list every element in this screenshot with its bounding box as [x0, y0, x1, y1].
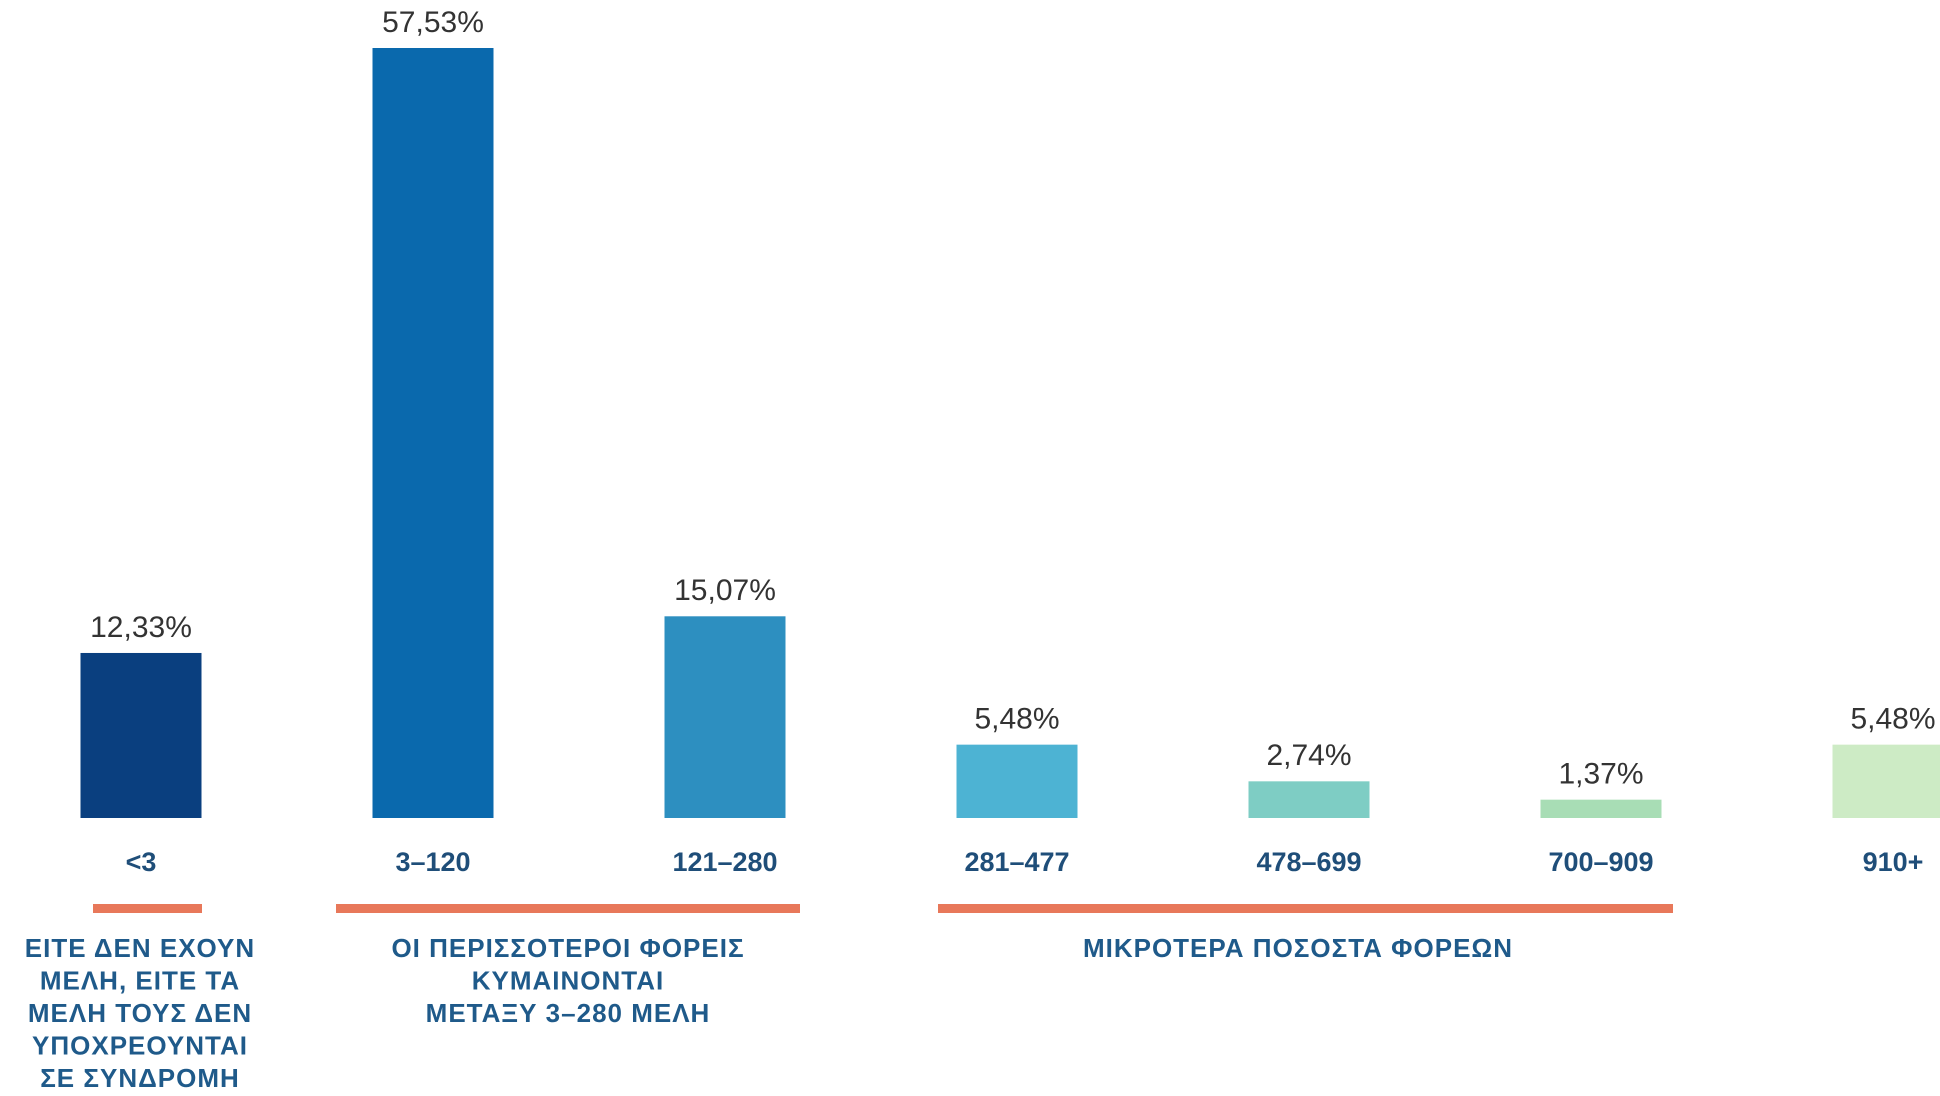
- group-annotation: ΜΙΚΡΟΤΕΡΑ ΠΟΣΟΣΤΑ ΦΟΡΕΩΝ: [1083, 933, 1513, 963]
- group-annotation: ΟΙ ΠΕΡΙΣΣΟΤΕΡΟΙ ΦΟΡΕΙΣ: [391, 933, 744, 963]
- bar: [664, 616, 786, 818]
- value-label: 57,53%: [382, 6, 484, 39]
- group-annotation: ΕΙΤΕ ΔΕΝ ΕΧΟΥΝ: [25, 933, 255, 963]
- value-label: 5,48%: [1850, 703, 1935, 736]
- category-label: 700–909: [1548, 847, 1653, 877]
- group-annotation: ΜΕΛΗ ΤΟΥΣ ΔΕΝ: [28, 998, 252, 1028]
- value-label: 12,33%: [90, 611, 192, 644]
- group-annotation: ΚΥΜΑΙΝΟΝΤΑΙ: [472, 965, 665, 995]
- group-underline: [336, 904, 800, 913]
- group-underline: [938, 904, 1673, 913]
- bar: [372, 48, 494, 818]
- group-annotation: ΜΕΛΗ, ΕΙΤΕ ΤΑ: [40, 965, 240, 995]
- group-underline: [93, 904, 202, 913]
- bar: [1248, 781, 1370, 818]
- value-label: 5,48%: [974, 703, 1059, 736]
- category-label: 121–280: [672, 847, 777, 877]
- category-label: 478–699: [1256, 847, 1361, 877]
- category-label: 910+: [1863, 847, 1924, 877]
- value-label: 2,74%: [1266, 739, 1351, 772]
- value-label: 1,37%: [1558, 758, 1643, 791]
- bar: [1540, 799, 1662, 818]
- group-annotation: ΥΠΟΧΡΕΟΥΝΤΑΙ: [32, 1030, 248, 1060]
- bar: [956, 744, 1078, 818]
- bar: [80, 652, 202, 818]
- category-label: 3–120: [395, 847, 470, 877]
- value-label: 15,07%: [674, 574, 776, 607]
- category-label: <3: [126, 847, 157, 877]
- group-annotation: ΜΕΤΑΞΥ 3–280 ΜΕΛΗ: [426, 998, 711, 1028]
- bar: [1832, 744, 1940, 818]
- category-label: 281–477: [964, 847, 1069, 877]
- group-annotation: ΣΕ ΣΥΝΔΡΟΜΗ: [40, 1063, 240, 1093]
